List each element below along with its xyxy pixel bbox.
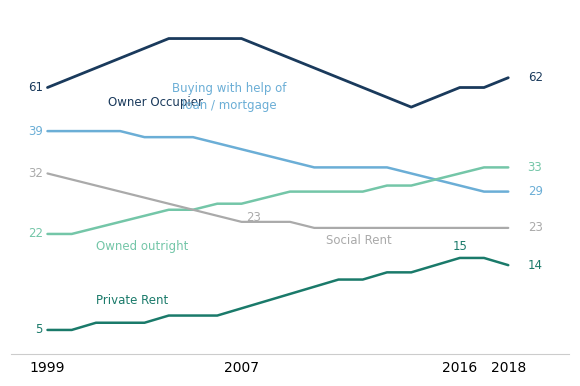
Text: 15: 15: [452, 240, 467, 253]
Text: 22: 22: [28, 227, 43, 240]
Text: 32: 32: [28, 167, 43, 180]
Text: Buying with help of
loan / mortgage: Buying with help of loan / mortgage: [172, 82, 287, 112]
Text: 62: 62: [528, 71, 543, 84]
Text: 23: 23: [528, 222, 542, 234]
Text: Owner Occupier: Owner Occupier: [108, 96, 203, 109]
Text: Private Rent: Private Rent: [96, 294, 168, 306]
Text: Social Rent: Social Rent: [327, 234, 392, 247]
Text: 33: 33: [528, 161, 542, 174]
Text: 29: 29: [528, 185, 543, 198]
Text: 61: 61: [28, 81, 43, 94]
Text: 5: 5: [35, 323, 43, 337]
Text: 23: 23: [246, 212, 261, 225]
Text: 39: 39: [28, 125, 43, 137]
Text: 14: 14: [528, 259, 543, 272]
Text: Owned outright: Owned outright: [96, 240, 188, 253]
